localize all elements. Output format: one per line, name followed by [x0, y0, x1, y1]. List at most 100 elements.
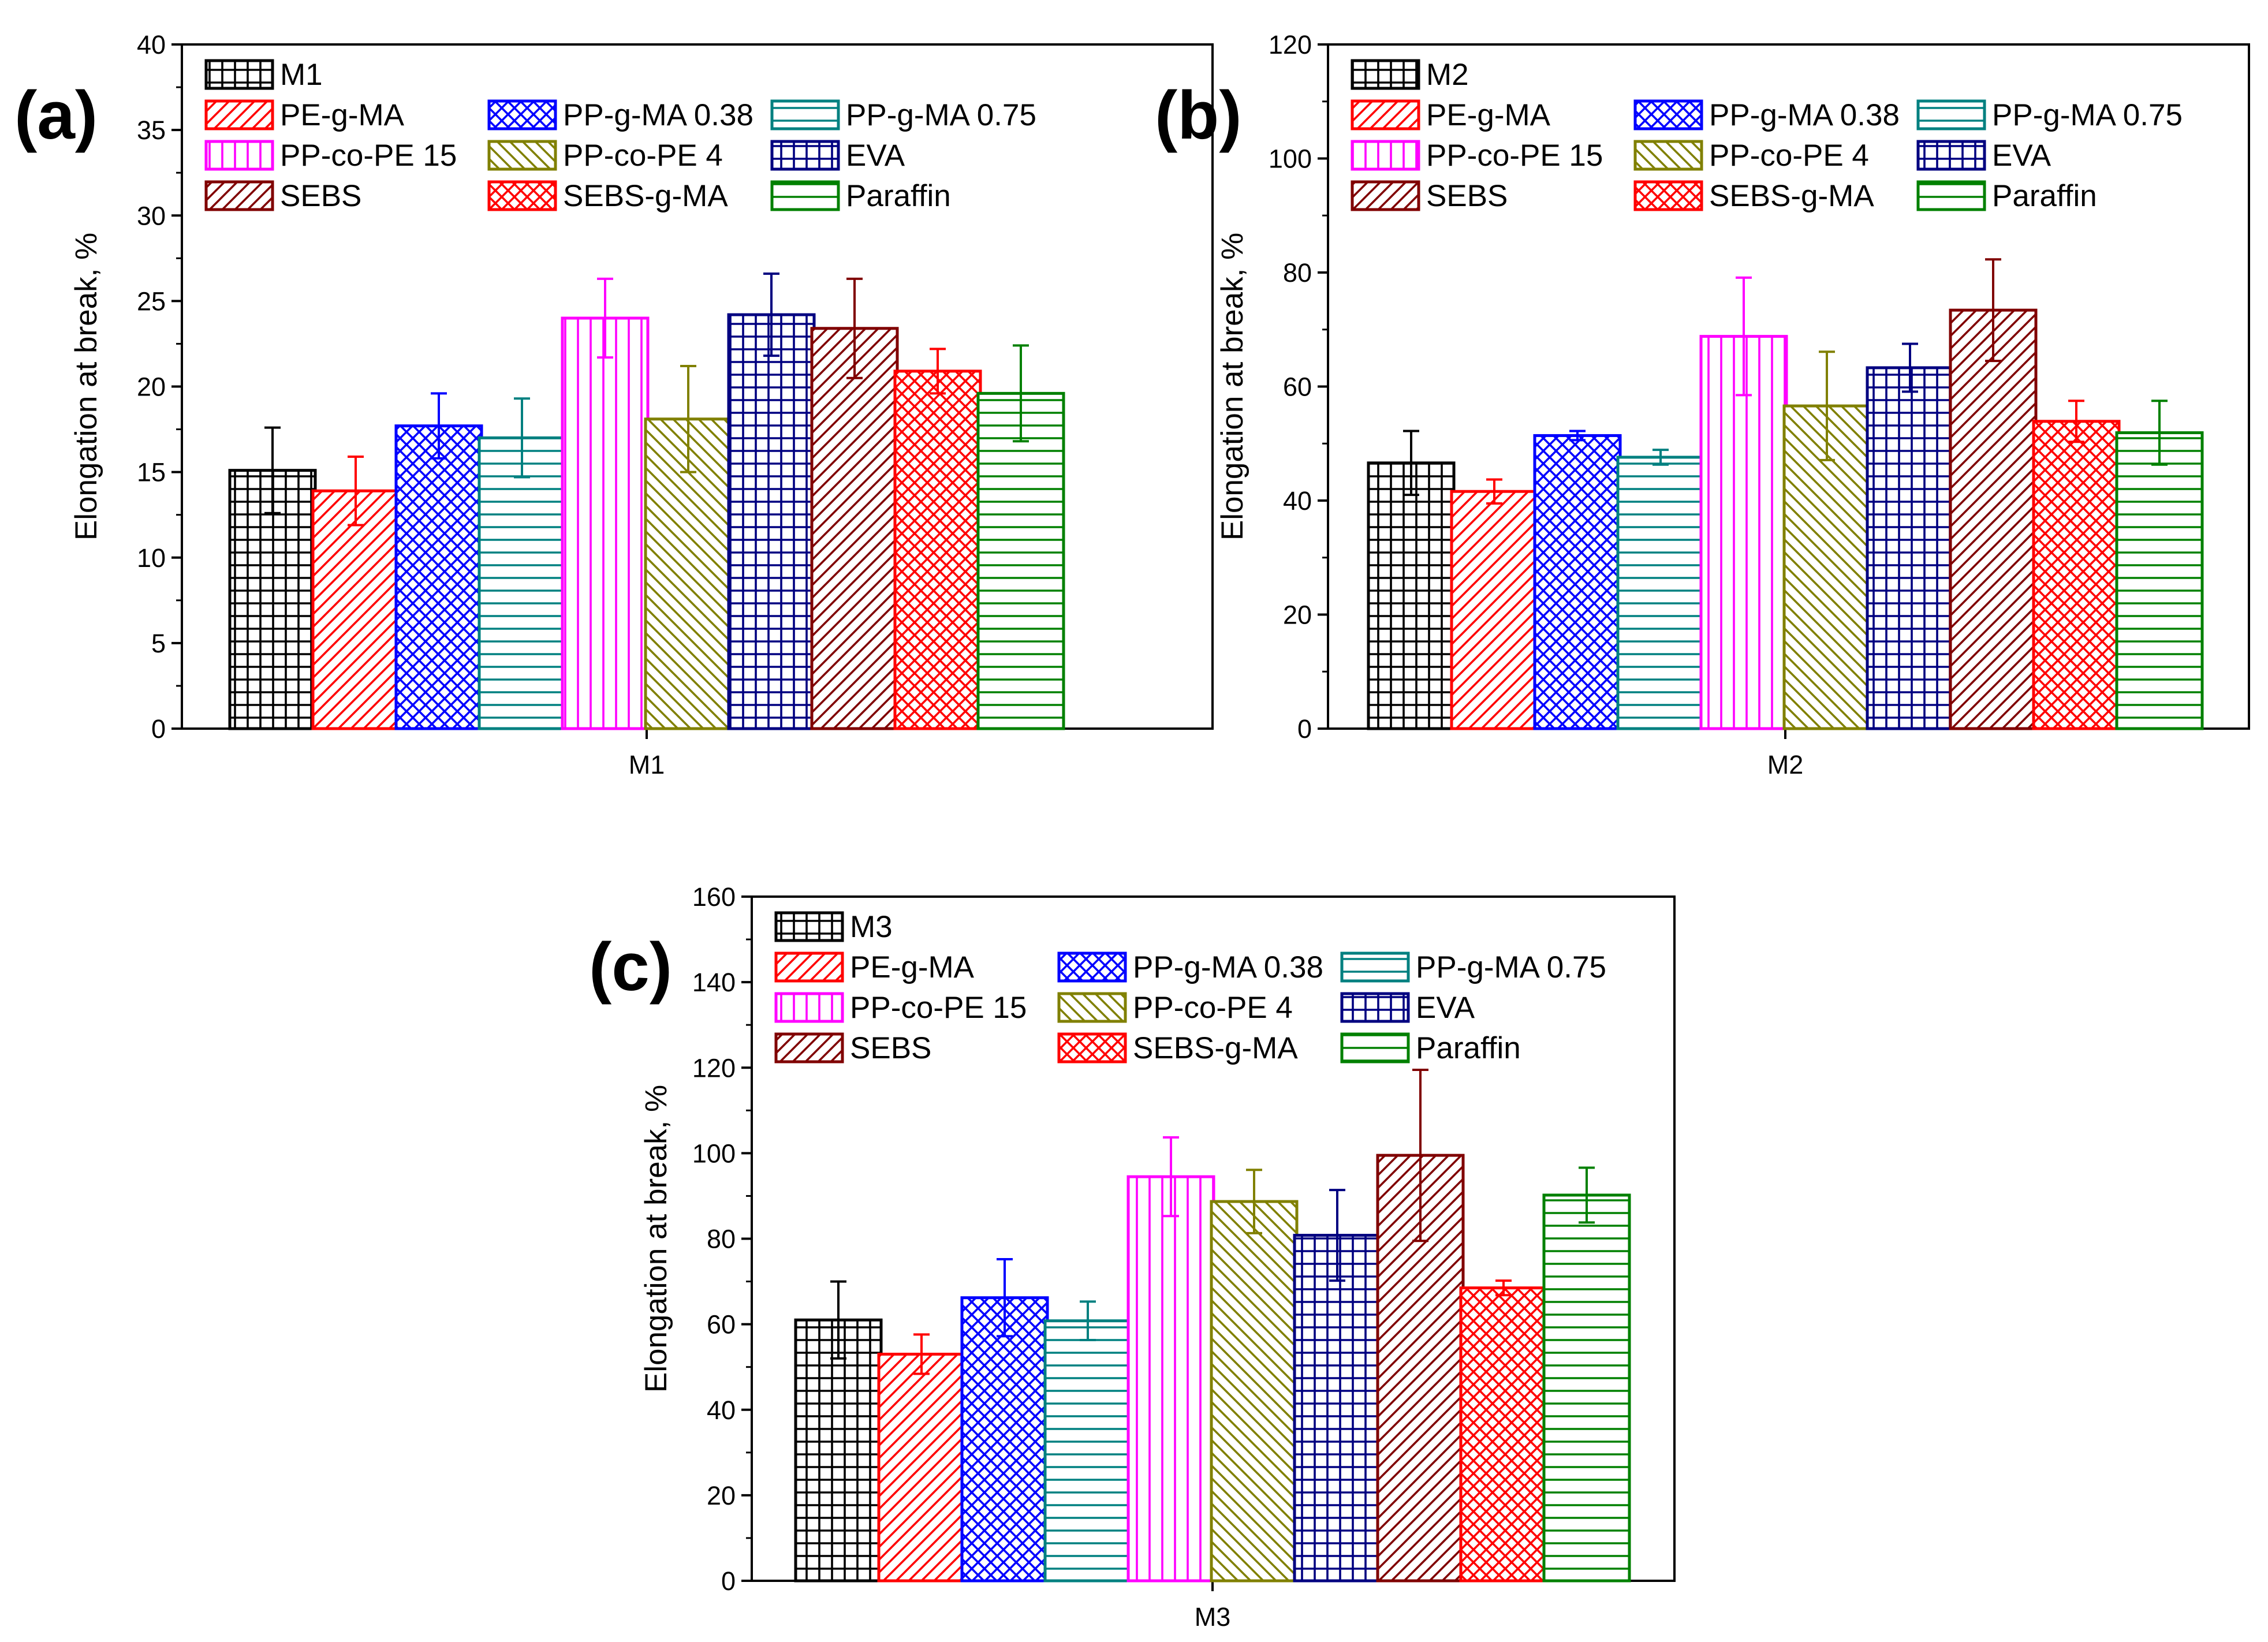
- panel-letter: (c): [589, 929, 672, 1005]
- panel-letter: (b): [1155, 77, 1242, 154]
- y-tick-label: 80: [1283, 258, 1312, 288]
- x-tick-label: M1: [629, 750, 665, 779]
- legend-swatch-pe-g-ma: [774, 951, 844, 983]
- y-tick-label: 20: [707, 1481, 736, 1510]
- legend-swatch-pp-co-pe-4: [1057, 992, 1127, 1023]
- legend-label-sebs-g-ma: SEBS-g-MA: [563, 179, 728, 213]
- y-tick-label: 25: [137, 286, 166, 316]
- legend-label-sebs: SEBS: [850, 1031, 931, 1065]
- legend-label-sebs: SEBS: [280, 179, 361, 213]
- y-tick-label: 120: [692, 1053, 736, 1083]
- y-tick-label: 40: [137, 30, 166, 59]
- legend-swatch-paraffin: [770, 180, 840, 211]
- panel-b: 0 20 40 60 80 100 120 M2 Elongation at break, % M…: [1155, 30, 2250, 779]
- legend-label-sebs-g-ma: SEBS-g-MA: [1709, 179, 1874, 213]
- y-tick-label: 30: [137, 201, 166, 230]
- y-tick-label: 0: [1297, 714, 1312, 744]
- legend-swatch-pp-g-ma-0-38: [1057, 951, 1127, 983]
- legend-label-eva: EVA: [1416, 991, 1475, 1025]
- legend-swatch-eva: [770, 140, 840, 171]
- bar-pp-g-ma-0-75: [1616, 456, 1705, 730]
- y-axis-title: Elongation at break, %: [1215, 233, 1249, 540]
- bar-sebs: [1949, 308, 2038, 730]
- bar-eva: [1293, 1234, 1382, 1583]
- legend-swatch-pp-co-pe-4: [1633, 140, 1703, 171]
- bar-pe-g-ma: [311, 489, 400, 730]
- y-tick-label: 140: [692, 968, 736, 997]
- legend-swatch-m3: [774, 911, 844, 942]
- y-tick-label: 80: [707, 1225, 736, 1254]
- bar-pp-g-ma-0-38: [960, 1296, 1049, 1583]
- legend-label-pe-g-ma: PE-g-MA: [1426, 98, 1551, 132]
- y-tick-label: 160: [692, 882, 736, 912]
- y-tick-label: 100: [1269, 144, 1312, 174]
- y-tick-label: 20: [1283, 600, 1312, 630]
- legend-label-pp-g-ma-0-38: PP-g-MA 0.38: [1709, 98, 1900, 132]
- legend-swatch-sebs-g-ma: [487, 180, 557, 211]
- y-tick-label: 120: [1269, 30, 1312, 59]
- legend-label-sebs-g-ma: SEBS-g-MA: [1133, 1031, 1298, 1065]
- y-tick-label: 60: [707, 1310, 736, 1339]
- y-tick-label: 0: [721, 1566, 736, 1596]
- legend-swatch-pp-g-ma-0-38: [1633, 99, 1703, 130]
- y-tick-label: 20: [137, 372, 166, 402]
- legend-label-pp-co-pe-4: PP-co-PE 4: [563, 139, 723, 173]
- legend-label-eva: EVA: [846, 139, 905, 173]
- y-axis-title: Elongation at break, %: [639, 1085, 673, 1393]
- legend-swatch-pp-g-ma-0-38: [487, 99, 557, 130]
- y-tick-label: 40: [707, 1395, 736, 1425]
- panel-letter: (a): [14, 77, 98, 154]
- legend-label-eva: EVA: [1992, 139, 2051, 173]
- legend-label-pe-g-ma: PE-g-MA: [280, 98, 405, 132]
- legend-swatch-eva: [1340, 992, 1410, 1023]
- legend-swatch-pp-g-ma-0-75: [770, 99, 840, 130]
- bar-sebs-g-ma: [2032, 420, 2121, 730]
- panel-c: 0 20 40 60 80 100 120 140 160 M3 Elongation at bre…: [589, 882, 1676, 1632]
- bar-pp-co-pe-15: [561, 316, 650, 730]
- legend-label-pe-g-ma: PE-g-MA: [850, 950, 975, 984]
- y-tick-label: 5: [151, 629, 166, 658]
- bar-sebs-g-ma: [893, 370, 982, 730]
- legend-swatch-pp-co-pe-15: [774, 992, 844, 1023]
- bar-pe-g-ma: [1450, 490, 1539, 730]
- legend-label-pp-g-ma-0-75: PP-g-MA 0.75: [846, 98, 1036, 132]
- legend-label-pp-g-ma-0-38: PP-g-MA 0.38: [563, 98, 753, 132]
- legend-swatch-pe-g-ma: [1351, 99, 1420, 130]
- bar-pp-co-pe-15: [1126, 1175, 1215, 1583]
- bar-pe-g-ma: [877, 1352, 966, 1583]
- y-tick-label: 100: [692, 1139, 736, 1168]
- y-tick-label: 40: [1283, 486, 1312, 516]
- legend-swatch-pp-g-ma-0-75: [1340, 951, 1410, 983]
- bar-eva: [727, 313, 816, 730]
- legend-label-paraffin: Paraffin: [1416, 1031, 1521, 1065]
- legend-swatch-paraffin: [1916, 180, 1986, 211]
- legend-label-pp-co-pe-15: PP-co-PE 15: [280, 139, 457, 173]
- legend-swatch-eva: [1916, 140, 1986, 171]
- bar-sebs: [810, 327, 899, 730]
- legend-label-pp-co-pe-4: PP-co-PE 4: [1709, 139, 1869, 173]
- bar-m2: [1367, 461, 1456, 730]
- legend-label-sebs: SEBS: [1426, 179, 1508, 213]
- legend-swatch-sebs: [1351, 180, 1420, 211]
- panel-a: 0 5 10 15 20 25 30 35 40 M1 Elongation at break, %…: [14, 30, 1214, 779]
- legend-label-paraffin: Paraffin: [1992, 179, 2097, 213]
- bar-pp-g-ma-0-75: [1043, 1319, 1132, 1583]
- legend-label-m2: M2: [1426, 58, 1469, 92]
- legend-swatch-pe-g-ma: [204, 99, 274, 130]
- bar-m3: [794, 1318, 883, 1583]
- legend-label-pp-co-pe-15: PP-co-PE 15: [850, 991, 1027, 1025]
- y-tick-label: 15: [137, 458, 166, 487]
- bar-pp-g-ma-0-38: [394, 424, 483, 730]
- bar-sebs-g-ma: [1459, 1286, 1548, 1583]
- legend-label-pp-g-ma-0-38: PP-g-MA 0.38: [1133, 950, 1323, 984]
- legend-swatch-m2: [1351, 59, 1420, 90]
- legend-label-pp-g-ma-0-75: PP-g-MA 0.75: [1992, 98, 2183, 132]
- legend-label-m1: M1: [280, 58, 323, 92]
- legend-swatch-pp-co-pe-4: [487, 140, 557, 171]
- legend-label-pp-co-pe-4: PP-co-PE 4: [1133, 991, 1293, 1025]
- y-tick-label: 35: [137, 115, 166, 145]
- bar-eva: [1866, 366, 1954, 730]
- bar-paraffin: [2115, 431, 2204, 730]
- y-tick-label: 60: [1283, 372, 1312, 402]
